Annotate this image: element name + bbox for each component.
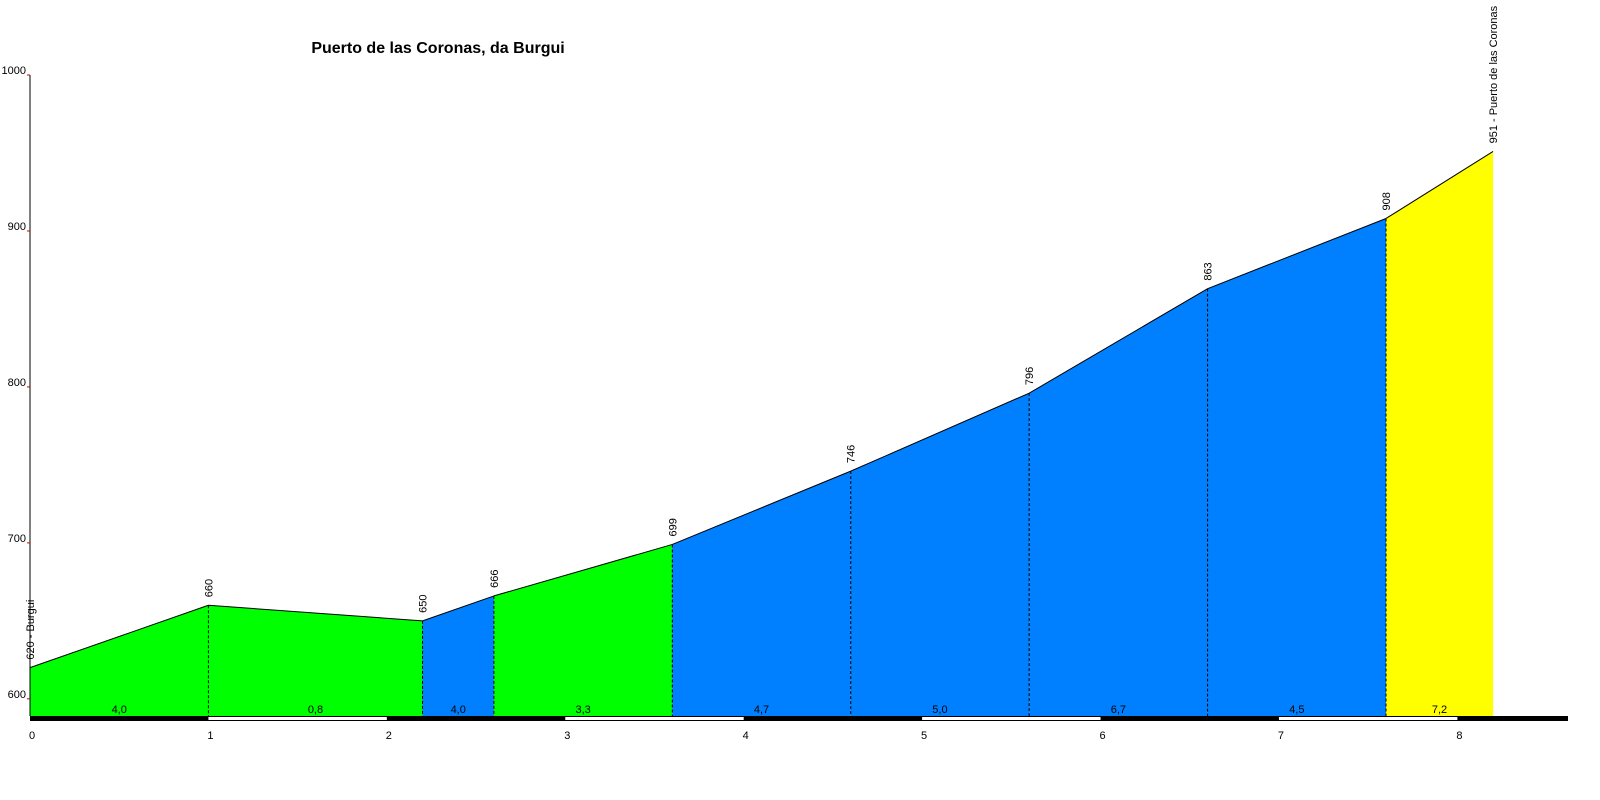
profile-line bbox=[493, 543, 673, 597]
elevation-label: 666 bbox=[489, 570, 501, 588]
profile-line bbox=[1207, 218, 1387, 290]
elevation-label: 746 bbox=[846, 445, 858, 463]
x-tick-label: 3 bbox=[564, 730, 570, 742]
elevation-label: 660 bbox=[203, 579, 215, 597]
profile-line bbox=[1028, 288, 1208, 394]
x-tick-label: 7 bbox=[1278, 730, 1284, 742]
x-tick-label: 6 bbox=[1099, 730, 1105, 742]
x-tick-label: 4 bbox=[743, 730, 749, 742]
gradient-label: 7,2 bbox=[1432, 704, 1447, 716]
km-bar-white bbox=[1278, 717, 1458, 720]
gradient-label: 6,7 bbox=[1111, 704, 1126, 716]
y-tick-label: 700 bbox=[8, 533, 26, 545]
km-bar bbox=[30, 716, 1568, 721]
x-tick-label: 5 bbox=[921, 730, 927, 742]
x-tick-label: 1 bbox=[207, 730, 213, 742]
profile-line bbox=[422, 595, 495, 622]
y-tick-label: 1000 bbox=[2, 65, 26, 77]
x-tick-label: 2 bbox=[386, 730, 392, 742]
profile-line bbox=[29, 604, 209, 669]
profile-line bbox=[208, 604, 423, 622]
profile-segment bbox=[1029, 288, 1208, 716]
y-tick-label: 600 bbox=[8, 689, 26, 701]
elevation-label: 951 - Puerto de las Coronas bbox=[1488, 5, 1500, 143]
gradient-label: 4,0 bbox=[112, 704, 127, 716]
y-tick-label: 900 bbox=[8, 221, 26, 233]
gradient-label: 5,0 bbox=[932, 704, 947, 716]
chart-title: Puerto de las Coronas, da Burgui bbox=[311, 40, 564, 57]
gradient-label: 4,0 bbox=[451, 704, 466, 716]
profile-segment bbox=[208, 605, 423, 716]
km-bar-white bbox=[565, 717, 744, 720]
profile-line bbox=[1385, 150, 1494, 219]
profile-line bbox=[672, 470, 851, 545]
km-bar-white bbox=[208, 717, 387, 720]
profile-segment bbox=[30, 605, 209, 716]
elevation-label: 650 bbox=[418, 595, 430, 613]
y-tick-label: 800 bbox=[8, 377, 26, 389]
profile-segment bbox=[672, 471, 851, 716]
profile-line bbox=[850, 392, 1030, 472]
profile-segment bbox=[1207, 218, 1387, 716]
elevation-label: 699 bbox=[667, 518, 679, 536]
profile-segment bbox=[422, 595, 494, 716]
gradient-label: 0,8 bbox=[308, 704, 323, 716]
gradient-label: 4,7 bbox=[754, 704, 769, 716]
x-tick-label: 8 bbox=[1456, 730, 1462, 742]
profile-segment bbox=[493, 544, 673, 716]
profile-segment bbox=[850, 393, 1030, 716]
elevation-label: 620 - Burgui bbox=[25, 600, 37, 660]
elevation-label: 796 bbox=[1024, 367, 1036, 385]
km-bar-white bbox=[922, 717, 1101, 720]
gradient-label: 3,3 bbox=[575, 704, 590, 716]
elevation-label: 908 bbox=[1381, 192, 1393, 210]
gradient-label: 4,5 bbox=[1289, 704, 1304, 716]
elevation-label: 863 bbox=[1203, 262, 1215, 280]
x-tick-label: 0 bbox=[29, 730, 35, 742]
profile-segment bbox=[1386, 151, 1494, 717]
